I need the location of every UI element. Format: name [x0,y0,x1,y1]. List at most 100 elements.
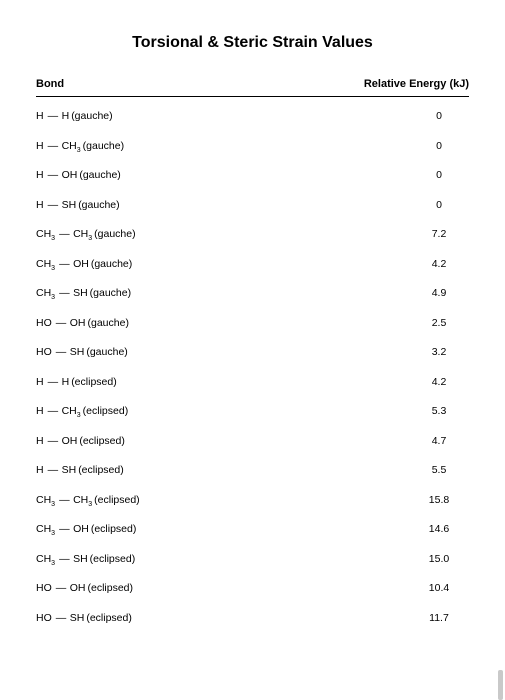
table-row: CH3—CH3 (gauche)7.2 [36,229,469,240]
bond-dash: — [46,111,60,122]
bond-cell: CH3—CH3 (eclipsed) [36,495,140,506]
bond-left: CH3 [36,288,55,299]
bond-conformation: (eclipsed) [71,377,117,388]
energy-cell: 0 [409,170,469,181]
bond-left: HO [36,613,52,624]
subscript: 3 [77,147,81,154]
table-row: CH3—OH (gauche)4.2 [36,259,469,270]
table-row: H—OH (gauche) 0 [36,170,469,181]
energy-cell: 5.5 [409,465,469,476]
energy-cell: 11.7 [409,613,469,624]
table-row: H—H (eclipsed)4.2 [36,377,469,388]
bond-right: CH3 [73,495,92,506]
bond-right: SH [73,288,88,299]
bond-right: CH3 [62,141,81,152]
bond-right: SH [62,200,77,211]
bond-dash: — [46,377,60,388]
energy-cell: 4.2 [409,259,469,270]
bond-dash: — [57,554,71,565]
subscript: 3 [51,294,55,301]
table-row: H—CH3 (eclipsed)5.3 [36,406,469,417]
bond-cell: H—CH3 (eclipsed) [36,406,128,417]
energy-cell: 3.2 [409,347,469,358]
bond-dash: — [57,259,71,270]
bond-left: HO [36,347,52,358]
table-row: HO—OH (eclipsed)10.4 [36,583,469,594]
bond-dash: — [46,465,60,476]
energy-cell: 15.8 [409,495,469,506]
bond-cell: CH3—OH (eclipsed) [36,524,136,535]
bond-conformation: (gauche) [88,318,129,329]
bond-dash: — [57,229,71,240]
bond-conformation: (eclipsed) [86,613,132,624]
bond-conformation: (gauche) [78,200,119,211]
bond-right: CH3 [62,406,81,417]
energy-cell: 0 [409,141,469,152]
bond-cell: H—CH3 (gauche) [36,141,124,152]
energy-cell: 14.6 [409,524,469,535]
bond-conformation: (gauche) [79,170,120,181]
bond-right: SH [73,554,88,565]
bond-conformation: (eclipsed) [83,406,129,417]
bond-dash: — [46,170,60,181]
bond-conformation: (eclipsed) [91,524,137,535]
bond-left: CH3 [36,495,55,506]
subscript: 3 [51,530,55,537]
bond-left: CH3 [36,229,55,240]
table-row: HO—OH (gauche)2.5 [36,318,469,329]
bond-left: H [36,141,44,152]
bond-left: H [36,111,44,122]
table-header: Bond Relative Energy (kJ) [36,78,469,96]
bond-left: H [36,200,44,211]
table-row: H—CH3 (gauche)0 [36,141,469,152]
bond-left: HO [36,583,52,594]
energy-cell: 4.9 [409,288,469,299]
energy-cell: 2.5 [409,318,469,329]
bond-dash: — [46,200,60,211]
bond-conformation: (eclipsed) [78,465,124,476]
bond-left: HO [36,318,52,329]
bond-right: OH [73,524,89,535]
table-row: HO—SH (gauche)3.2 [36,347,469,358]
bond-conformation: (eclipsed) [94,495,140,506]
table-row: H—OH (eclipsed)4.7 [36,436,469,447]
bond-conformation: (eclipsed) [90,554,136,565]
bond-dash: — [57,288,71,299]
subscript: 3 [51,501,55,508]
bond-right: SH [62,465,77,476]
bond-left: H [36,170,44,181]
subscript: 3 [51,235,55,242]
bond-dash: — [46,141,60,152]
bond-cell: CH3—CH3 (gauche) [36,229,136,240]
bond-cell: H—OH (gauche) [36,170,121,181]
subscript: 3 [51,265,55,272]
table-row: HO—SH (eclipsed) 11.7 [36,613,469,624]
table-row: H—SH (gauche) 0 [36,200,469,211]
bond-left: H [36,377,44,388]
bond-right: OH [62,170,78,181]
bond-left: H [36,436,44,447]
bond-right: CH3 [73,229,92,240]
bond-left: H [36,406,44,417]
bond-cell: H—SH (gauche) [36,200,120,211]
energy-cell: 0 [409,111,469,122]
energy-cell: 0 [409,200,469,211]
bond-conformation: (gauche) [94,229,135,240]
bond-left: CH3 [36,554,55,565]
subscript: 3 [51,560,55,567]
scrollbar-thumb[interactable] [498,670,503,700]
bond-cell: HO—SH (eclipsed) [36,613,132,624]
bond-dash: — [54,613,68,624]
bond-left: CH3 [36,524,55,535]
bond-right: OH [62,436,78,447]
bond-left: CH3 [36,259,55,270]
energy-cell: 15.0 [409,554,469,565]
subscript: 3 [88,501,92,508]
table-row: CH3—OH (eclipsed) 14.6 [36,524,469,535]
bond-dash: — [54,318,68,329]
bond-cell: H—OH (eclipsed) [36,436,125,447]
bond-right: H [62,377,70,388]
energy-cell: 10.4 [409,583,469,594]
page-title: Torsional & Steric Strain Values [36,34,469,52]
bond-cell: H—SH (eclipsed) [36,465,124,476]
